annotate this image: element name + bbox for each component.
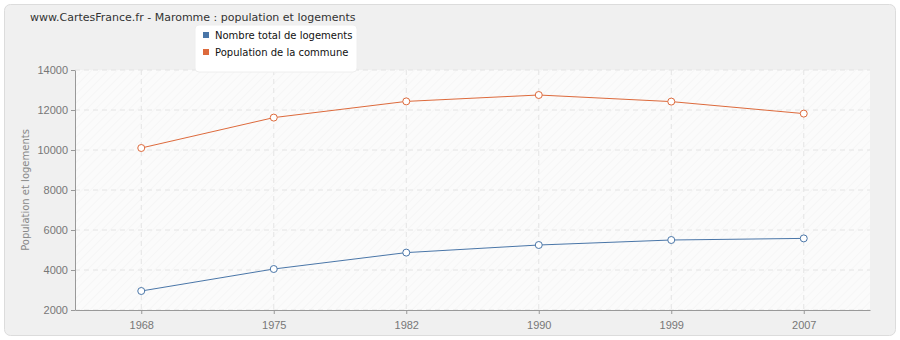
tick-mark bbox=[71, 190, 75, 191]
x-axis: 1968 1975 1982 1990 1999 2007 bbox=[76, 310, 871, 331]
marker bbox=[800, 235, 807, 242]
grid-line bbox=[75, 310, 870, 311]
tick: 14000 bbox=[37, 64, 75, 76]
marker bbox=[535, 92, 542, 99]
legend-swatch bbox=[203, 32, 209, 38]
tick: 2007 bbox=[792, 310, 816, 331]
tick-mark bbox=[804, 310, 805, 314]
tick-label: 8000 bbox=[44, 184, 68, 196]
grid bbox=[75, 70, 870, 310]
series-line bbox=[141, 95, 804, 148]
tick: 8000 bbox=[44, 184, 75, 196]
tick-mark bbox=[71, 270, 75, 271]
tick-mark bbox=[71, 150, 75, 151]
marker bbox=[403, 98, 410, 105]
grid-line bbox=[803, 70, 804, 310]
marker bbox=[535, 242, 542, 249]
grid-line bbox=[75, 150, 870, 151]
marker bbox=[668, 237, 675, 244]
tick-label: 1982 bbox=[395, 319, 419, 331]
tick-mark bbox=[71, 310, 75, 311]
marker bbox=[138, 145, 145, 152]
tick-mark bbox=[539, 310, 540, 314]
tick-mark bbox=[671, 310, 672, 314]
tick: 1990 bbox=[527, 310, 551, 331]
tick-label: 10000 bbox=[37, 144, 68, 156]
tick: 1999 bbox=[660, 310, 684, 331]
tick-mark bbox=[71, 110, 75, 111]
tick-label: 6000 bbox=[44, 224, 68, 236]
tick-mark bbox=[274, 310, 275, 314]
tick-label: 1990 bbox=[527, 319, 551, 331]
tick: 1968 bbox=[130, 310, 154, 331]
tick-label: 12000 bbox=[37, 104, 68, 116]
grid-line bbox=[406, 70, 407, 310]
grid-line bbox=[141, 70, 142, 310]
legend-swatch bbox=[203, 49, 209, 55]
marker bbox=[800, 110, 807, 117]
legend-label: Population de la commune bbox=[215, 47, 348, 58]
tick-label: 2007 bbox=[792, 319, 816, 331]
chart: 2000400060008000100001200014000196819751… bbox=[0, 0, 900, 340]
legend: Nombre total de logements Population de l… bbox=[195, 25, 357, 72]
axis-line bbox=[75, 71, 76, 311]
tick-label: 4000 bbox=[44, 264, 68, 276]
legend-box bbox=[195, 25, 357, 72]
tick-mark bbox=[141, 310, 142, 314]
marker bbox=[270, 266, 277, 273]
grid-line bbox=[75, 110, 870, 111]
axis-title: Population et logements bbox=[20, 129, 31, 251]
axis-line bbox=[76, 310, 871, 311]
tick: 2000 bbox=[44, 304, 75, 316]
tick-label: 1999 bbox=[660, 319, 684, 331]
grid-line bbox=[538, 70, 539, 310]
y-axis: 2000 4000 6000 8000 10000 12000 14000 bbox=[37, 64, 75, 316]
title: www.CartesFrance.fr - Maromme : populati… bbox=[30, 11, 356, 24]
marker bbox=[138, 288, 145, 295]
series-line bbox=[141, 238, 804, 291]
tick-mark bbox=[406, 310, 407, 314]
tick: 1982 bbox=[395, 310, 419, 331]
tick-label: 14000 bbox=[37, 64, 68, 76]
grid-line bbox=[75, 230, 870, 231]
tick: 4000 bbox=[44, 264, 75, 276]
grid-line bbox=[75, 70, 870, 71]
tick-label: 2000 bbox=[44, 304, 68, 316]
tick-label: 1975 bbox=[262, 319, 286, 331]
tick: 12000 bbox=[37, 104, 75, 116]
marker bbox=[403, 249, 410, 256]
tick-mark bbox=[71, 70, 75, 71]
tick: 1975 bbox=[262, 310, 286, 331]
legend-label: Nombre total de logements bbox=[215, 30, 352, 41]
plot-area bbox=[75, 70, 870, 310]
marks bbox=[138, 92, 808, 295]
marker bbox=[668, 98, 675, 105]
grid-line bbox=[671, 70, 672, 310]
background bbox=[5, 5, 896, 336]
grid-line bbox=[75, 190, 870, 191]
tick-label: 1968 bbox=[130, 319, 154, 331]
tick-mark bbox=[71, 230, 75, 231]
tick: 10000 bbox=[37, 144, 75, 156]
marker bbox=[270, 114, 277, 121]
grid-line bbox=[75, 270, 870, 271]
grid-line bbox=[273, 70, 274, 310]
tick: 6000 bbox=[44, 224, 75, 236]
